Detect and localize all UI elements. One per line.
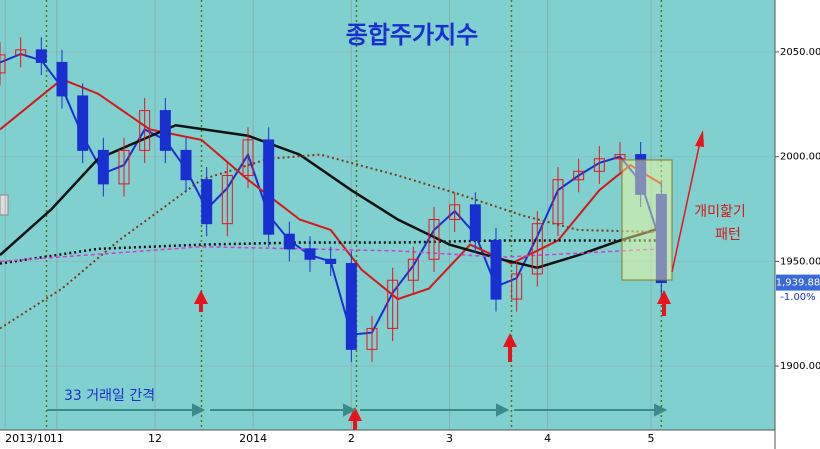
candle-body — [221, 175, 233, 225]
candle-body — [304, 248, 316, 260]
y-tick-label: 2050.00 — [780, 47, 820, 58]
candle-body — [531, 223, 543, 275]
candle-body — [449, 204, 461, 221]
candle-body — [407, 258, 419, 281]
candle-body — [180, 149, 192, 181]
y-tick-label: 2000.00 — [780, 152, 820, 163]
price-tag-label: 1,939.88 — [776, 278, 820, 289]
pattern-label: 개미핥기 — [694, 204, 746, 220]
y-tick-label: 1950.00 — [780, 256, 820, 267]
arrows — [194, 130, 704, 430]
x-tick-label: 3 — [446, 432, 453, 445]
candle-body — [118, 149, 130, 185]
axis-area — [775, 0, 820, 449]
candle-body — [469, 204, 481, 241]
price-tag — [776, 274, 820, 291]
ma-line — [0, 239, 662, 265]
candle-body — [635, 154, 647, 195]
trend-arrow — [671, 141, 701, 273]
chart-title: 종합주가지수 — [346, 21, 478, 49]
x-tick-label: 5 — [648, 432, 655, 445]
ma-line — [0, 245, 662, 263]
x-tick-label: 2014 — [239, 432, 267, 445]
candle-body — [56, 61, 68, 97]
scroll-button[interactable] — [0, 194, 9, 216]
red-arrow — [348, 407, 362, 430]
x-tick-label: 2013/10 — [5, 432, 51, 445]
x-tick-label: 2 — [348, 432, 355, 445]
candle-body — [655, 193, 667, 284]
y-tick-label: 1900.00 — [780, 361, 820, 372]
interval-arrows — [47, 403, 668, 417]
candle-body — [242, 139, 254, 177]
candle-body — [387, 279, 399, 329]
x-tick-label: 4 — [544, 432, 551, 445]
candle-body — [573, 170, 585, 181]
pattern-label: 패턴 — [715, 227, 741, 243]
x-axis-area — [0, 430, 775, 449]
red-arrow — [657, 290, 671, 316]
trend-arrow-head — [695, 130, 704, 147]
candle-body — [35, 49, 47, 63]
candle-body — [511, 273, 523, 300]
candle-body — [159, 110, 171, 151]
candle-body — [283, 233, 295, 250]
candle-body — [593, 158, 605, 172]
candle-body — [552, 179, 564, 225]
candle-body — [366, 327, 378, 350]
candle-body — [428, 219, 440, 260]
candle-body — [263, 139, 275, 235]
candle-body — [0, 54, 6, 74]
candle-body — [77, 95, 89, 151]
candle-body — [345, 262, 357, 350]
highlight-box — [621, 159, 673, 281]
candle-body — [201, 179, 213, 225]
x-tick-label: 11 — [50, 432, 64, 445]
candle-body — [139, 110, 151, 151]
candle-body — [490, 239, 502, 300]
candle-body — [97, 149, 109, 185]
plot-area — [0, 0, 775, 430]
change-label: -1.00% — [780, 292, 815, 303]
red-arrow — [503, 333, 517, 362]
red-arrow — [194, 290, 208, 312]
ma-line — [0, 78, 662, 301]
candle-body — [325, 258, 337, 264]
interval-label: 33 거래일 간격 — [64, 388, 155, 404]
candle-body — [15, 49, 27, 56]
ma-line — [0, 123, 662, 269]
x-tick-label: 12 — [148, 432, 162, 445]
candle-body — [614, 154, 626, 160]
